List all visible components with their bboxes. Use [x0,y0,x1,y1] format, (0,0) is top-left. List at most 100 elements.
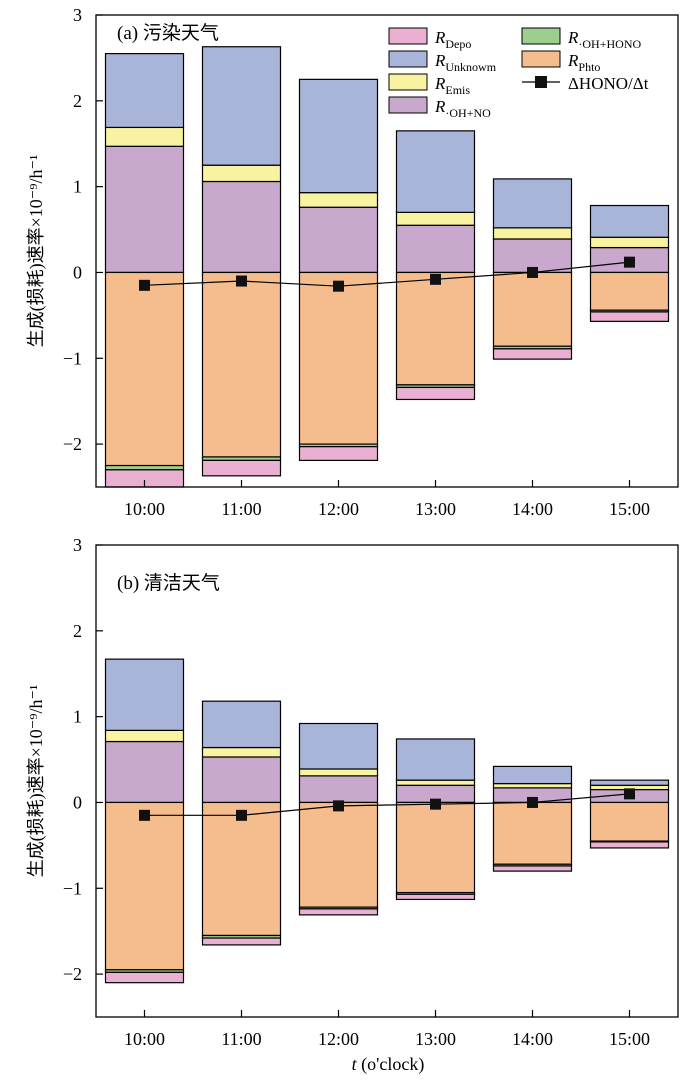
dhono-point [430,273,441,285]
dhono-point [236,809,247,821]
bar-segment-r-depo [589,311,670,322]
x-tick-label: 15:00 [609,499,650,519]
x-tick-label: 12:00 [318,1029,359,1049]
bar-segment-r-phto [298,271,379,445]
panel-title: (a) 污染天气 [117,22,219,44]
x-tick-label: 13:00 [415,1029,456,1049]
legend-swatch [521,50,561,68]
bar-segment-r-phto [104,271,185,467]
bar-segment-r-oh-no [395,224,476,274]
x-axis-label: t (o'clock) [352,1054,425,1075]
bar-segment-r-depo [298,908,379,916]
chart-panel-b: −2 −1 0 1 2 3 10:00 11:00 12:00 13:00 14:00 15:00 (b… [26,535,679,1049]
y-tick-label: 3 [73,535,82,555]
legend-label: R·OH+NO [434,97,491,120]
y-tick-label: 0 [73,262,82,282]
x-tick-label: 15:00 [609,1029,650,1049]
bar-segment-r-unknown [201,46,282,166]
x-tick-label: 14:00 [512,1029,553,1049]
dhono-point [624,788,635,800]
y-tick-label: −1 [63,348,82,368]
bar-segment-r-depo [298,446,379,461]
bar-segment-r-emis [201,164,282,183]
y-tick-label: 2 [73,91,82,111]
dhono-point [430,798,441,810]
bar-segment-r-emis [298,192,379,208]
bar-segment-r-oh-no [201,180,282,274]
legend-label: REmis [434,74,470,97]
bar-segment-r-phto [395,801,476,894]
y-tick-label: −2 [63,964,82,984]
dhono-line [144,261,630,287]
legend-swatch [388,96,428,114]
bar-segment-r-depo [104,971,185,984]
bar-segment-r-phto [589,801,670,842]
bar-segment-r-unknown [104,658,185,731]
dhono-point [527,266,538,278]
bar-segment-r-emis [589,236,670,249]
dhono-point [333,280,344,292]
legend-label: R·OH+HONO [567,28,641,51]
y-tick-label: 1 [73,707,82,727]
y-tick-label: −2 [63,434,82,454]
bar-segment-r-unknown [201,700,282,749]
bar-segment-r-emis [201,746,282,758]
bar-segment-r-unknown [589,779,670,786]
bar-segment-r-oh-no [201,756,282,804]
legend-label: RDepo [434,28,471,51]
y-tick-label: 1 [73,177,82,197]
bar-segment-r-oh-no [298,206,379,274]
bar-segment-r-depo [492,348,573,360]
bar-segment-r-emis [104,126,185,147]
legend-label: RPhto [567,51,600,74]
x-tick-label: 12:00 [318,499,359,519]
y-axis-label: 生成(损耗)速率×10⁻⁹/h⁻¹ [26,155,47,348]
dhono-line [144,793,630,816]
x-tick-label: 10:00 [124,1029,165,1049]
bar-segment-r-emis [298,768,379,777]
bar-segment-r-phto [201,801,282,937]
dhono-point [139,809,150,821]
bar-segment-r-depo [395,386,476,401]
dhono-point [624,256,635,268]
y-tick-label: 2 [73,621,82,641]
x-tick-label: 10:00 [124,499,165,519]
bar-segment-r-emis [492,782,573,789]
x-tick-label: 11:00 [221,1029,261,1049]
bar-segment-r-unknown [395,738,476,781]
bar-segment-r-depo [201,937,282,946]
bar-segment-r-emis [492,227,573,240]
legend-label: RUnknowm [434,51,497,74]
bar-segment-r-phto [589,271,670,311]
bar-segment-r-depo [492,865,573,872]
legend-swatch [388,50,428,68]
bar-segment-r-unknown [589,204,670,238]
plot-frame [95,14,679,488]
bar-segment-r-oh-hono [104,464,185,471]
legend-marker-swatch [535,76,547,88]
x-tick-label: 14:00 [512,499,553,519]
bar-segment-r-phto [492,801,573,865]
bar-segment-r-phto [492,271,573,347]
panel-title: (b) 清洁天气 [117,572,220,594]
bar-segment-r-unknown [492,765,573,785]
y-tick-label: 3 [73,5,82,25]
y-axis-label: 生成(损耗)速率×10⁻⁹/h⁻¹ [26,685,47,878]
x-tick-label: 11:00 [221,499,261,519]
bar-segment-r-depo [589,841,670,849]
legend-swatch [521,27,561,45]
bar-segment-r-unknown [395,130,476,213]
bar-segment-r-oh-no [492,238,573,274]
bar-segment-r-depo [395,893,476,901]
bar-segment-r-depo [201,459,282,477]
bar-segment-r-oh-no [104,145,185,274]
dhono-point [236,275,247,287]
bar-segment-r-emis [104,729,185,743]
chart-panel-a: −2 −1 0 1 2 3 10:00 11:00 12:00 13:00 14:00 15:00 (a… [26,5,679,519]
y-tick-label: 0 [73,792,82,812]
bar-segment-r-unknown [298,78,379,194]
bar-segment-r-emis [395,211,476,226]
bar-segment-r-phto [298,801,379,908]
